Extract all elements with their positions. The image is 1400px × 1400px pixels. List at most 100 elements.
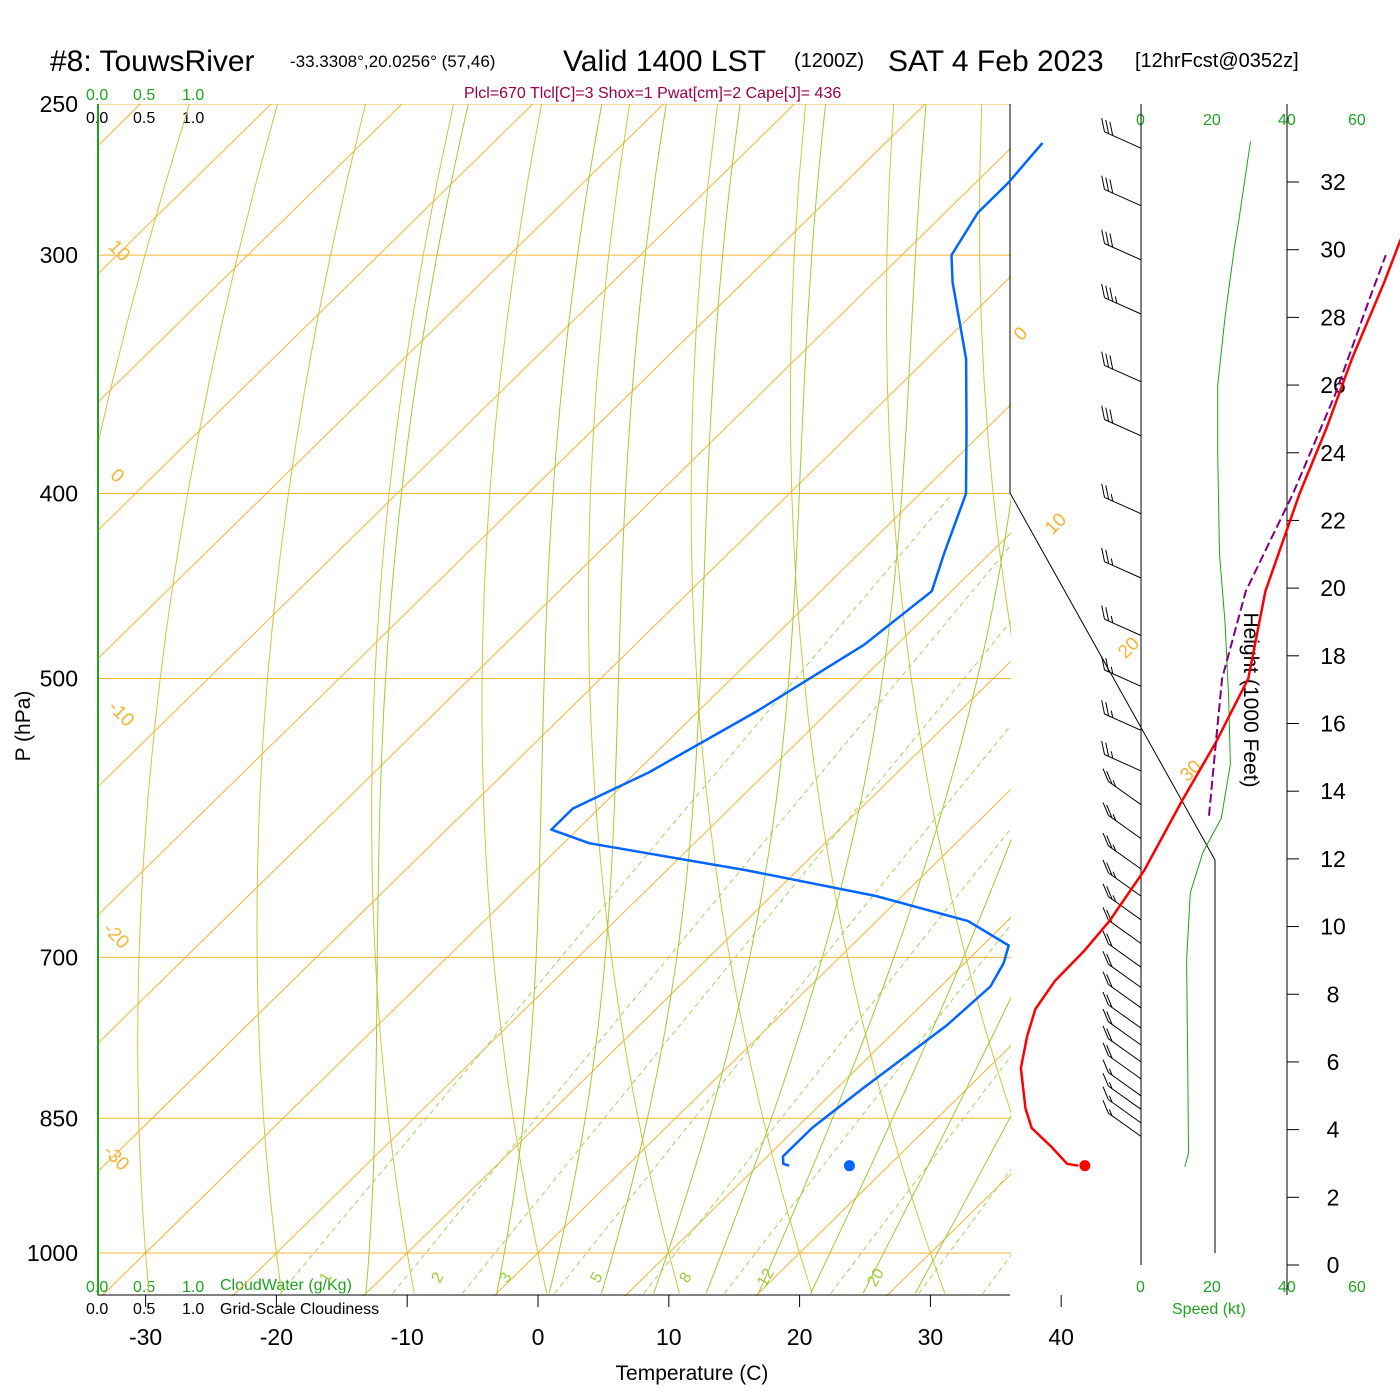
wind-barb (1102, 1025, 1142, 1063)
x-axis-title: Temperature (C) (616, 1362, 769, 1385)
mixing-ratio-line (554, 724, 1011, 1294)
chart-frame (97, 104, 1216, 1296)
wind-barb (1101, 405, 1142, 437)
wind-barb (1102, 1086, 1142, 1124)
cloud-tick-bottom-2: 1.0 (182, 1279, 204, 1296)
cloudiness-label: Grid-Scale Cloudiness (220, 1301, 379, 1318)
isotherm-line (101, 403, 1011, 1296)
mixing-ratio-line (982, 1254, 1011, 1294)
wind-barb (1101, 605, 1142, 636)
wind-barb (1102, 859, 1142, 897)
forecast-date: SAT 4 Feb 2023 (888, 45, 1104, 78)
dry-adiabat (256, 104, 366, 1294)
isotherm-label: 10 (1041, 509, 1071, 539)
moist-adiabat (810, 838, 1011, 1294)
speed-tick-bottom-1: 20 (1203, 1279, 1221, 1296)
height-speed-panel (1140, 104, 1251, 1265)
x-tick-label: -30 (129, 1324, 162, 1350)
pressure-tick-label: 300 (40, 242, 78, 268)
pressure-tick-label: 500 (40, 666, 78, 692)
dry-adiabat (1158, 104, 1400, 1293)
moist-adiabat (914, 1114, 1011, 1294)
station-title: #8: TouwsRiver (50, 45, 255, 78)
height-tick-label: 30 (1320, 237, 1346, 263)
y-axis-title: P (hPa) (12, 691, 35, 762)
dry-adiabat (371, 104, 454, 1294)
wind-barb (1101, 700, 1142, 731)
cloud-tick-top-0: 0.0 (86, 87, 108, 104)
mixing-ratio-line (643, 827, 1011, 1294)
wind-barb (1102, 1073, 1142, 1110)
height-tick-label: 22 (1320, 507, 1346, 533)
isotherm-line (98, 104, 534, 531)
x-tick-label: 20 (787, 1324, 813, 1350)
dry-adiabat (481, 104, 548, 1294)
wind-barb (1102, 883, 1142, 921)
zulu-time: (1200Z) (794, 50, 864, 72)
moist-adiabat (653, 104, 827, 1294)
x-axis-ticks: -30 -20 -10 0 10 20 30 40 (129, 1295, 1074, 1350)
forecast-run: [12hrFcst@0352z] (1135, 50, 1299, 72)
height-tick-label: 12 (1320, 846, 1346, 872)
cloudiness-tick-top-2: 1.0 (182, 110, 204, 127)
mixing-ratio-line (918, 1168, 1011, 1294)
parcel-path (1208, 254, 1387, 816)
wind-barb (1102, 930, 1142, 968)
wind-barb (1101, 547, 1142, 579)
cloudiness-tick-bottom-0: 0.0 (86, 1301, 108, 1318)
speed-tick-top-1: 20 (1203, 112, 1221, 129)
temperature-profile (1019, 238, 1400, 1167)
wind-barb (1101, 483, 1142, 515)
x-tick-label: 10 (656, 1324, 682, 1350)
isotherm-line (493, 788, 1011, 1296)
cloudiness-tick-bottom-1: 0.5 (133, 1301, 155, 1318)
pressure-tick-label: 850 (40, 1105, 78, 1131)
wind-barb (1101, 740, 1142, 772)
isotherm-line (0, 0, 198, 1332)
cloudiness-tick-top-1: 0.5 (133, 110, 155, 127)
dry-adiabat (587, 104, 680, 1294)
isotherm-line (755, 1045, 1011, 1296)
sounding-params: Plcl=670 Tlcl[C]=3 Shox=1 Pwat[cm]=2 Cap… (464, 85, 841, 102)
isotherm-line (98, 104, 796, 788)
wind-barbs (1101, 117, 1142, 1137)
wind-barb (1102, 991, 1142, 1029)
station-coords: -33.3308°,20.0256° (57,46) (290, 52, 495, 71)
x-tick-label: 30 (918, 1324, 944, 1350)
dry-adiabat (979, 104, 1011, 637)
speed-axis-label: Speed (kt) (1172, 1301, 1246, 1318)
isotherm-line (98, 104, 926, 916)
cloudwater-scale-bottom: 0.0 0.5 1.0 CloudWater (g/Kg) 0.0 0.5 1.… (86, 1277, 379, 1318)
pressure-tick-label: 250 (40, 91, 78, 117)
isotherm-line (98, 104, 272, 275)
isotherm-line (362, 660, 1011, 1296)
mixing-ratio-label: 2 (429, 1270, 448, 1286)
dry-adiabat (1334, 104, 1400, 1293)
isotherm-label: 30 (1176, 756, 1206, 786)
wind-barb (1102, 951, 1142, 988)
surface-temperature-dot (1079, 1160, 1091, 1172)
moist-adiabat (365, 104, 469, 1294)
speed-scale-bottom: 0 20 40 60 Speed (kt) (1136, 1279, 1366, 1318)
valid-time: Valid 1400 LST (563, 45, 766, 78)
isotherm-label: 0 (106, 465, 128, 487)
moist-adiabat (757, 496, 1011, 1294)
mixing-ratio-line (724, 923, 1011, 1294)
mixing-ratio-label: 5 (588, 1270, 607, 1286)
mixing-ratio-line (279, 493, 953, 1294)
cloudiness-tick-bottom-2: 1.0 (182, 1301, 204, 1318)
dewpoint-profile (550, 142, 1044, 1167)
isotherm-label: 0 (1010, 323, 1032, 345)
height-tick-label: 4 (1327, 1117, 1340, 1143)
moist-adiabat (600, 104, 741, 1294)
height-tick-label: 16 (1320, 711, 1346, 737)
wind-barb (1102, 907, 1142, 944)
cloudwater-scale-top: 0.0 0.5 1.0 0.0 0.5 1.0 (86, 87, 204, 127)
wind-barb (1102, 832, 1142, 870)
x-tick-label: -20 (260, 1324, 293, 1350)
x-tick-label: 0 (532, 1324, 545, 1350)
mixing-ratio-label: 3 (497, 1270, 516, 1286)
wind-barb (1101, 117, 1142, 149)
pressure-tick-label: 1000 (27, 1240, 78, 1266)
